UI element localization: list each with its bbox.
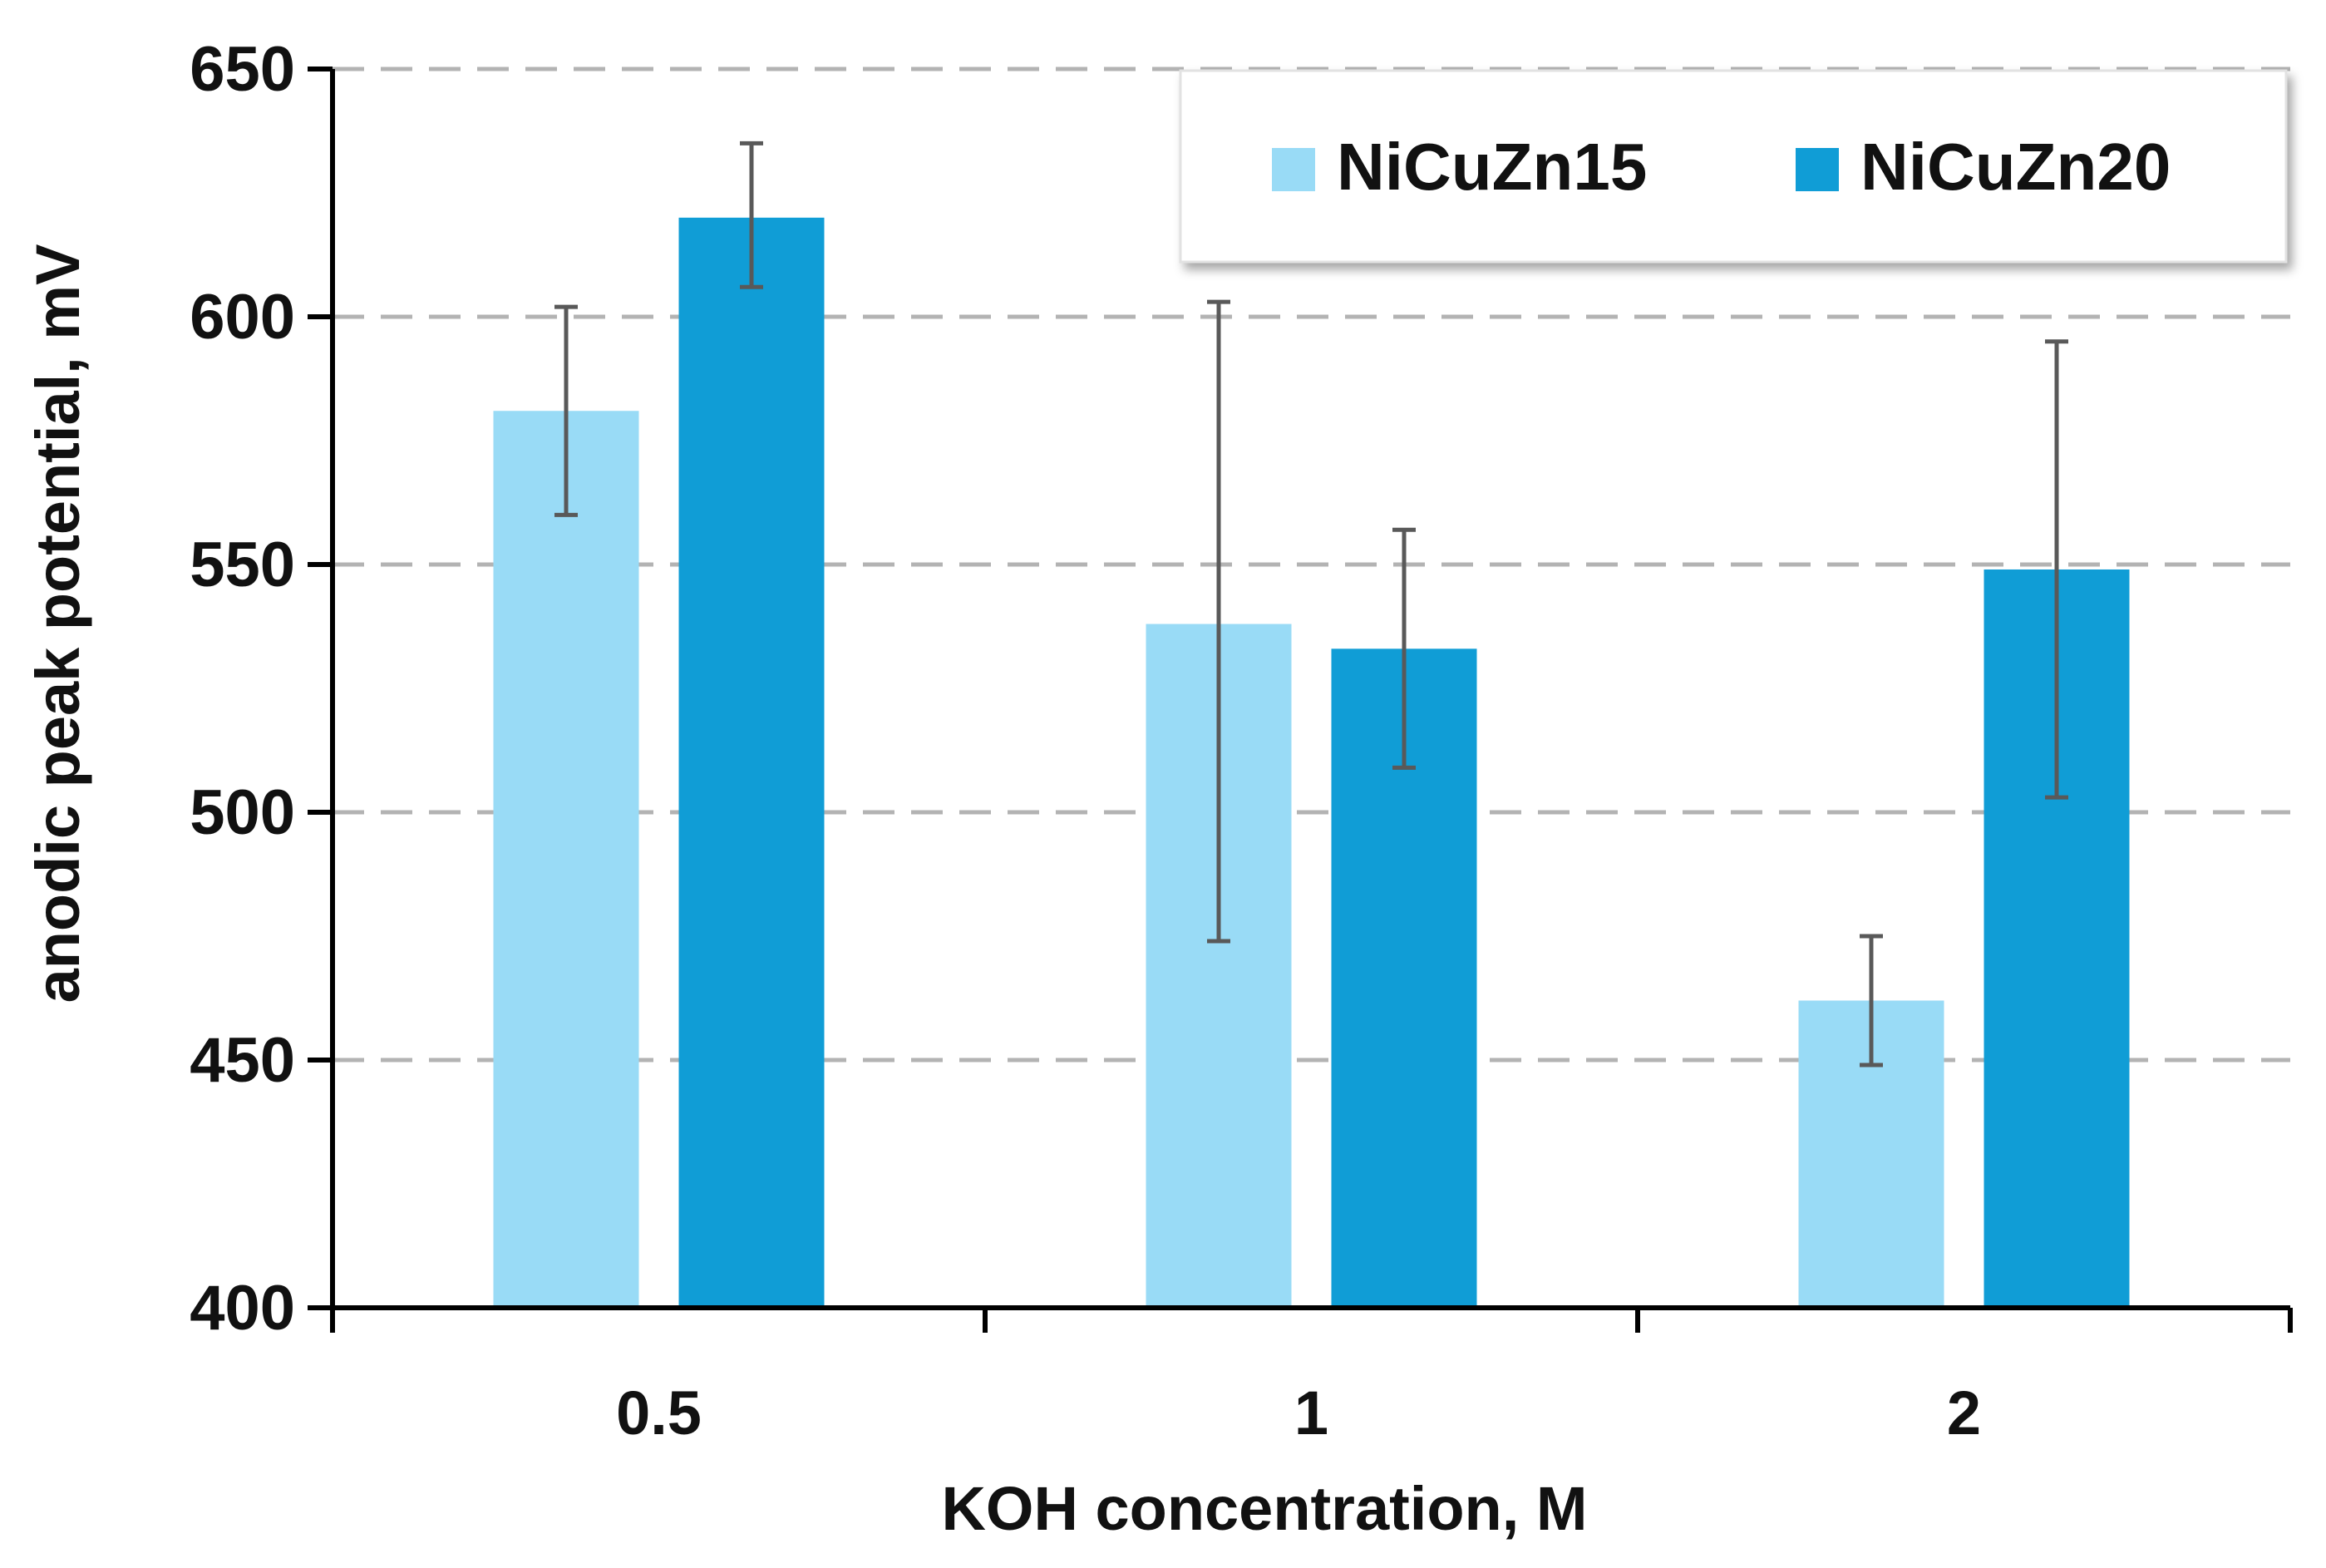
legend-box — [1179, 69, 2288, 264]
legend-label-nicuzn15: NiCuZn15 — [1337, 130, 1647, 204]
x-tick-label-1: 1 — [1294, 1378, 1328, 1447]
y-tick-label-650: 650 — [190, 34, 295, 105]
gridlines — [333, 67, 2290, 1063]
tick-labels: 0.5 1 2 400 450 500 550 600 650 — [190, 34, 1981, 1447]
y-tick-label-450: 450 — [190, 1025, 295, 1096]
bar-NiCuZn20-0.5 — [678, 217, 825, 1308]
axes — [308, 67, 2293, 1333]
legend-label-nicuzn20: NiCuZn20 — [1860, 130, 2171, 204]
y-tick-label-400: 400 — [190, 1273, 295, 1344]
y-axis-title: anodic peak potential, mV — [23, 244, 92, 1003]
y-tick-label-550: 550 — [190, 530, 295, 600]
y-tick-label-500: 500 — [190, 777, 295, 848]
legend-swatch-nicuzn20 — [1796, 148, 1839, 191]
x-axis-title: KOH concentration, M — [941, 1474, 1587, 1543]
bar-NiCuZn15-0.5 — [493, 411, 639, 1308]
legend: NiCuZn15 NiCuZn20 — [1179, 69, 2288, 264]
x-tick-label-0.5: 0.5 — [616, 1378, 702, 1447]
y-tick-label-600: 600 — [190, 282, 295, 353]
x-tick-label-2: 2 — [1947, 1378, 1981, 1447]
error-bars — [554, 141, 2068, 1068]
bars — [493, 217, 2130, 1308]
legend-swatch-nicuzn15 — [1272, 148, 1315, 191]
